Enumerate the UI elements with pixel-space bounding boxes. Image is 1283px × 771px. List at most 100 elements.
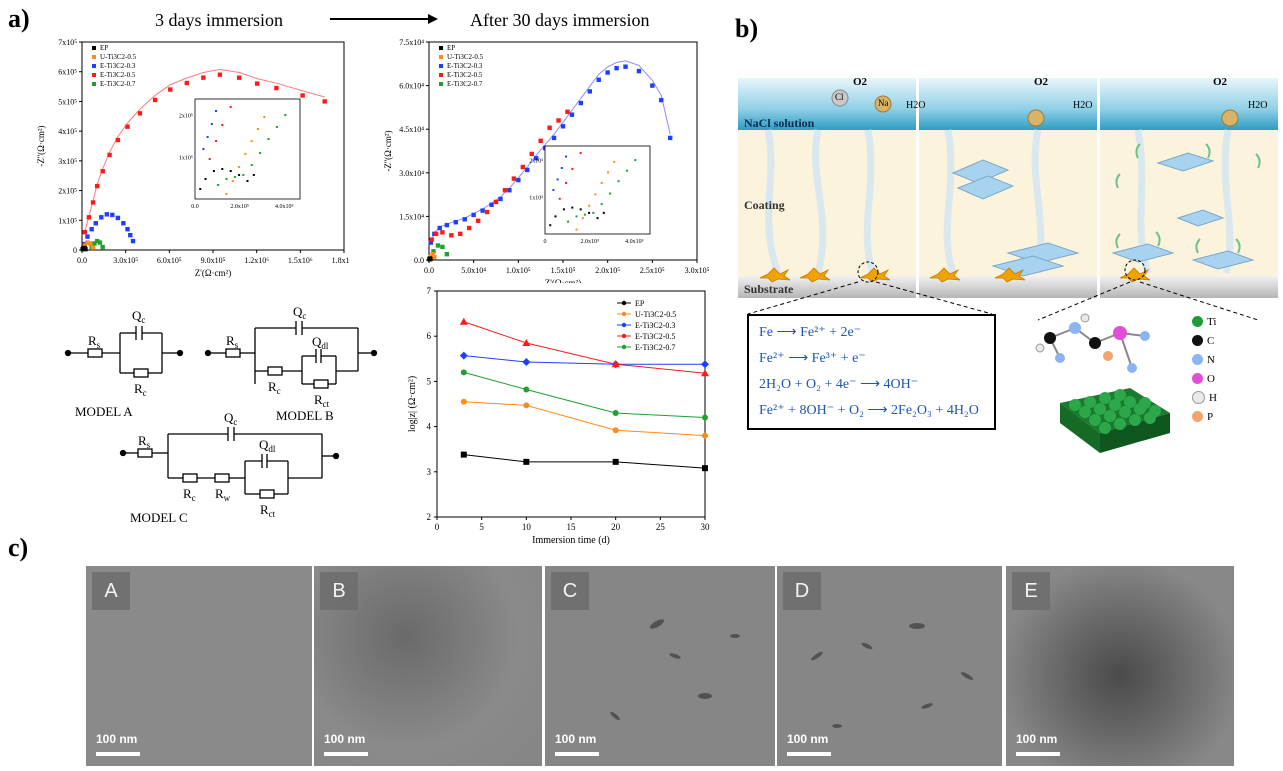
inset-point [233, 176, 236, 178]
scale-bar-a [96, 752, 140, 756]
atom-label-n: N [1207, 353, 1215, 366]
data-point [217, 72, 223, 77]
svg-text:Qc: Qc [293, 304, 306, 321]
data-point [612, 427, 619, 434]
scale-bar-e [1016, 752, 1060, 756]
data-point [471, 212, 476, 218]
legend-marker [621, 300, 627, 306]
inset-y-tick-label: 2x10³ [529, 159, 543, 165]
legend-entry: E-Ti3C2-0.7 [447, 80, 483, 88]
data-point [462, 217, 467, 222]
na-ion-label: Na [878, 98, 889, 108]
data-point [93, 221, 98, 226]
data-point [547, 125, 552, 130]
data-point [428, 240, 433, 245]
legend-marker [439, 64, 443, 68]
x-tick-label: 0 [435, 522, 440, 532]
x-tick-label: 1.0x10⁵ [506, 266, 531, 275]
data-point [184, 80, 189, 86]
reaction-1: Fe ⟶ Fe²⁺ + 2e⁻ [759, 325, 862, 340]
scale-label-a: 100 nm [96, 732, 138, 746]
legend-entry: E-Ti3C2-0.3 [100, 62, 136, 70]
data-point [493, 199, 499, 205]
y-tick-label: 1.5x10⁴ [399, 212, 424, 221]
svg-text:Rw: Rw [215, 486, 231, 503]
tem-image-b: B 100 nm [314, 566, 542, 766]
legend-entry: U-Ti3C2-0.5 [100, 53, 137, 61]
atom-label-c: C [1207, 334, 1215, 347]
svg-text:Rct: Rct [260, 502, 276, 519]
data-point [522, 338, 531, 346]
inset-point [583, 213, 586, 216]
inset-point [257, 128, 259, 130]
inset-point [221, 168, 224, 170]
scale-label-b: 100 nm [324, 732, 366, 746]
data-point [701, 369, 709, 377]
inset-point [552, 189, 555, 191]
data-point [88, 241, 93, 246]
atom-legend: Ti C N O H P [1192, 312, 1217, 426]
data-point [507, 188, 512, 193]
y-axis-label: log|z| (Ω·cm²) [407, 376, 418, 432]
nyquist-3-days-chart: 0.0 3.0x10⁵ 6.0x10⁵ 9.0x10⁵ 1.2x10⁶ 1.5x10⁶ 1.… [30, 34, 350, 278]
scale-label-d: 100 nm [787, 732, 829, 746]
inset-point [562, 208, 565, 211]
inset-point [259, 152, 262, 154]
x-tick-label: 3.0x10⁵ [685, 266, 710, 275]
data-point [432, 254, 437, 260]
data-point [85, 234, 90, 239]
svg-text:Rc: Rc [268, 379, 281, 396]
y-tick-label: 3x10⁵ [58, 157, 77, 166]
y-tick-label: 6x10⁵ [58, 68, 77, 77]
data-point [565, 109, 570, 114]
inset-point [575, 228, 578, 231]
inset-point [565, 155, 567, 158]
svg-text:Rct: Rct [314, 392, 330, 409]
data-point [516, 177, 521, 183]
scale-label-e: 100 nm [1016, 732, 1058, 746]
data-point [440, 230, 445, 235]
data-point [300, 93, 305, 98]
data-point [115, 215, 121, 221]
legend-entry: U-Ti3C2-0.5 [447, 53, 484, 61]
data-point [322, 99, 327, 104]
data-point [467, 225, 472, 231]
coating-illustration: NaCl solution Coating Substrate O2 O2 O2… [738, 48, 1278, 298]
scale-bar-d [787, 752, 831, 756]
panel-label-b: b) [735, 14, 759, 43]
data-point [201, 75, 206, 80]
data-point [460, 369, 467, 376]
legend-entry: E-Ti3C2-0.7 [100, 80, 136, 88]
data-point [650, 83, 655, 88]
data-point [538, 138, 543, 144]
svg-text:Qc: Qc [132, 308, 145, 325]
series-line [463, 355, 705, 365]
series-line [463, 454, 706, 469]
fit-curve [430, 60, 671, 243]
inset-point [549, 224, 552, 227]
inset-point [579, 208, 582, 211]
p-atom-icon [1192, 411, 1203, 422]
legend-marker [439, 55, 443, 59]
data-point [551, 135, 557, 141]
inset-point [617, 180, 620, 183]
series-line [463, 401, 706, 437]
inset-point [592, 211, 595, 214]
y-tick-label: 2 [427, 512, 432, 522]
x-tick-label: 2.0x10⁵ [595, 266, 620, 275]
inset-frame [194, 98, 301, 200]
tem-image-e: E 100 nm [1006, 566, 1234, 766]
inset-point [231, 180, 234, 182]
data-point [274, 85, 279, 91]
inset-point [600, 203, 603, 206]
o2-label-3: O2 [1213, 76, 1228, 88]
o-atom-icon [1192, 373, 1203, 384]
data-point [237, 75, 242, 80]
data-point [444, 222, 450, 228]
inset-y-tick-label: 1x10⁵ [179, 155, 193, 161]
data-point [659, 97, 664, 103]
svg-text:Rs: Rs [138, 433, 151, 450]
data-point [110, 212, 115, 218]
data-point [623, 64, 628, 69]
atom-label-o: O [1207, 372, 1215, 385]
